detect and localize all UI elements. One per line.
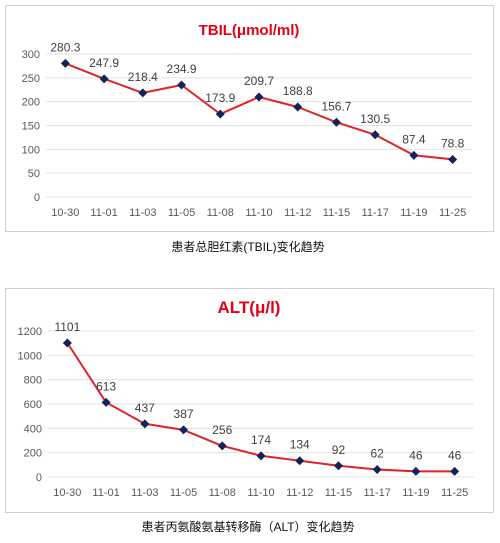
x-tick-label: 11-08 xyxy=(207,207,234,219)
data-point-marker xyxy=(138,88,148,98)
data-point-marker xyxy=(411,466,421,476)
chart-frame xyxy=(5,5,494,232)
x-tick-label: 11-10 xyxy=(247,487,274,499)
data-point-marker xyxy=(370,130,380,140)
data-label: 46 xyxy=(409,448,423,462)
y-tick-label: 200 xyxy=(24,448,42,460)
data-point-marker xyxy=(293,102,303,112)
x-tick-label: 11-01 xyxy=(90,207,117,219)
x-tick-label: 11-19 xyxy=(400,207,427,219)
data-label: 613 xyxy=(96,379,116,393)
y-tick-label: 200 xyxy=(22,97,40,109)
data-point-marker xyxy=(140,419,150,429)
x-tick-label: 11-03 xyxy=(131,487,158,499)
y-tick-label: 0 xyxy=(36,472,42,484)
data-label: 134 xyxy=(290,438,310,452)
x-tick-label: 11-05 xyxy=(170,487,197,499)
data-point-marker xyxy=(331,117,341,127)
y-tick-label: 400 xyxy=(24,423,42,435)
data-point-marker xyxy=(99,74,109,84)
data-label: 218.4 xyxy=(128,70,158,84)
tbil-chart-caption: 患者总胆红素(TBIL)变化趋势 xyxy=(171,240,325,254)
y-tick-label: 800 xyxy=(24,375,42,387)
data-label: 130.5 xyxy=(360,112,390,126)
data-point-marker xyxy=(333,461,343,471)
data-point-marker xyxy=(179,425,189,435)
y-tick-label: 300 xyxy=(22,49,40,61)
data-label: 256 xyxy=(212,423,232,437)
data-point-marker xyxy=(372,464,382,474)
x-tick-label: 11-10 xyxy=(245,207,272,219)
data-point-marker xyxy=(450,466,460,476)
y-tick-label: 50 xyxy=(28,168,40,180)
data-label: 92 xyxy=(332,443,346,457)
data-label: 174 xyxy=(251,433,271,447)
data-label: 173.9 xyxy=(205,91,235,105)
tbil-chart-title: TBIL(μmol/ml) xyxy=(199,22,300,39)
data-label: 437 xyxy=(135,401,155,415)
data-label: 234.9 xyxy=(167,62,197,76)
data-point-marker xyxy=(254,92,264,102)
x-tick-label: 11-05 xyxy=(168,207,195,219)
data-point-marker xyxy=(217,441,227,451)
alt-chart: ALT(μ/l) 0 200 400 600 800 1000 1200 1101 613 437… xyxy=(5,288,494,513)
data-point-marker xyxy=(256,451,266,461)
x-tick-label: 11-03 xyxy=(129,207,156,219)
y-tick-label: 250 xyxy=(22,73,40,85)
data-point-marker xyxy=(62,338,72,348)
x-tick-label: 11-17 xyxy=(362,207,389,219)
x-tick-label: 11-01 xyxy=(92,487,119,499)
y-tick-label: 0 xyxy=(34,192,40,204)
data-label: 46 xyxy=(448,448,462,462)
data-point-marker xyxy=(177,80,187,90)
data-label: 1101 xyxy=(54,320,80,334)
data-point-marker xyxy=(101,397,111,407)
y-tick-label: 100 xyxy=(22,144,40,156)
y-tick-label: 150 xyxy=(22,121,40,133)
data-point-marker xyxy=(409,150,419,160)
x-tick-label: 11-17 xyxy=(364,487,391,499)
data-label: 209.7 xyxy=(244,74,274,88)
chart-frame xyxy=(5,288,494,513)
data-point-marker xyxy=(448,154,458,164)
data-label: 188.8 xyxy=(283,84,313,98)
x-tick-label: 10-30 xyxy=(51,207,79,219)
x-tick-label: 11-15 xyxy=(323,207,350,219)
x-tick-label: 11-08 xyxy=(209,487,236,499)
data-point-marker xyxy=(215,109,225,119)
data-label: 156.7 xyxy=(321,99,351,113)
x-tick-label: 10-30 xyxy=(53,487,81,499)
x-tick-label: 11-25 xyxy=(439,207,466,219)
x-tick-label: 11-19 xyxy=(402,487,429,499)
x-tick-label: 11-12 xyxy=(284,207,311,219)
data-point-marker xyxy=(60,58,70,68)
y-tick-label: 600 xyxy=(24,399,42,411)
data-label: 387 xyxy=(174,407,194,421)
y-tick-label: 1000 xyxy=(18,350,42,362)
alt-chart-caption: 患者丙氨酸氨基转移酶（ALT）变化趋势 xyxy=(141,520,355,534)
y-tick-label: 1200 xyxy=(18,326,42,338)
x-tick-label: 11-15 xyxy=(325,487,352,499)
data-label: 280.3 xyxy=(50,40,80,54)
data-label: 87.4 xyxy=(402,132,426,146)
alt-chart-title: ALT(μ/l) xyxy=(218,298,281,317)
tbil-chart: TBIL(μmol/ml) 0 50 100 150 200 250 300 280.3 247… xyxy=(5,5,494,232)
data-label: 62 xyxy=(371,446,385,460)
data-label: 247.9 xyxy=(89,56,119,70)
x-tick-label: 11-12 xyxy=(286,487,313,499)
x-tick-label: 11-25 xyxy=(441,487,468,499)
data-label: 78.8 xyxy=(441,136,465,150)
data-point-marker xyxy=(295,456,305,466)
